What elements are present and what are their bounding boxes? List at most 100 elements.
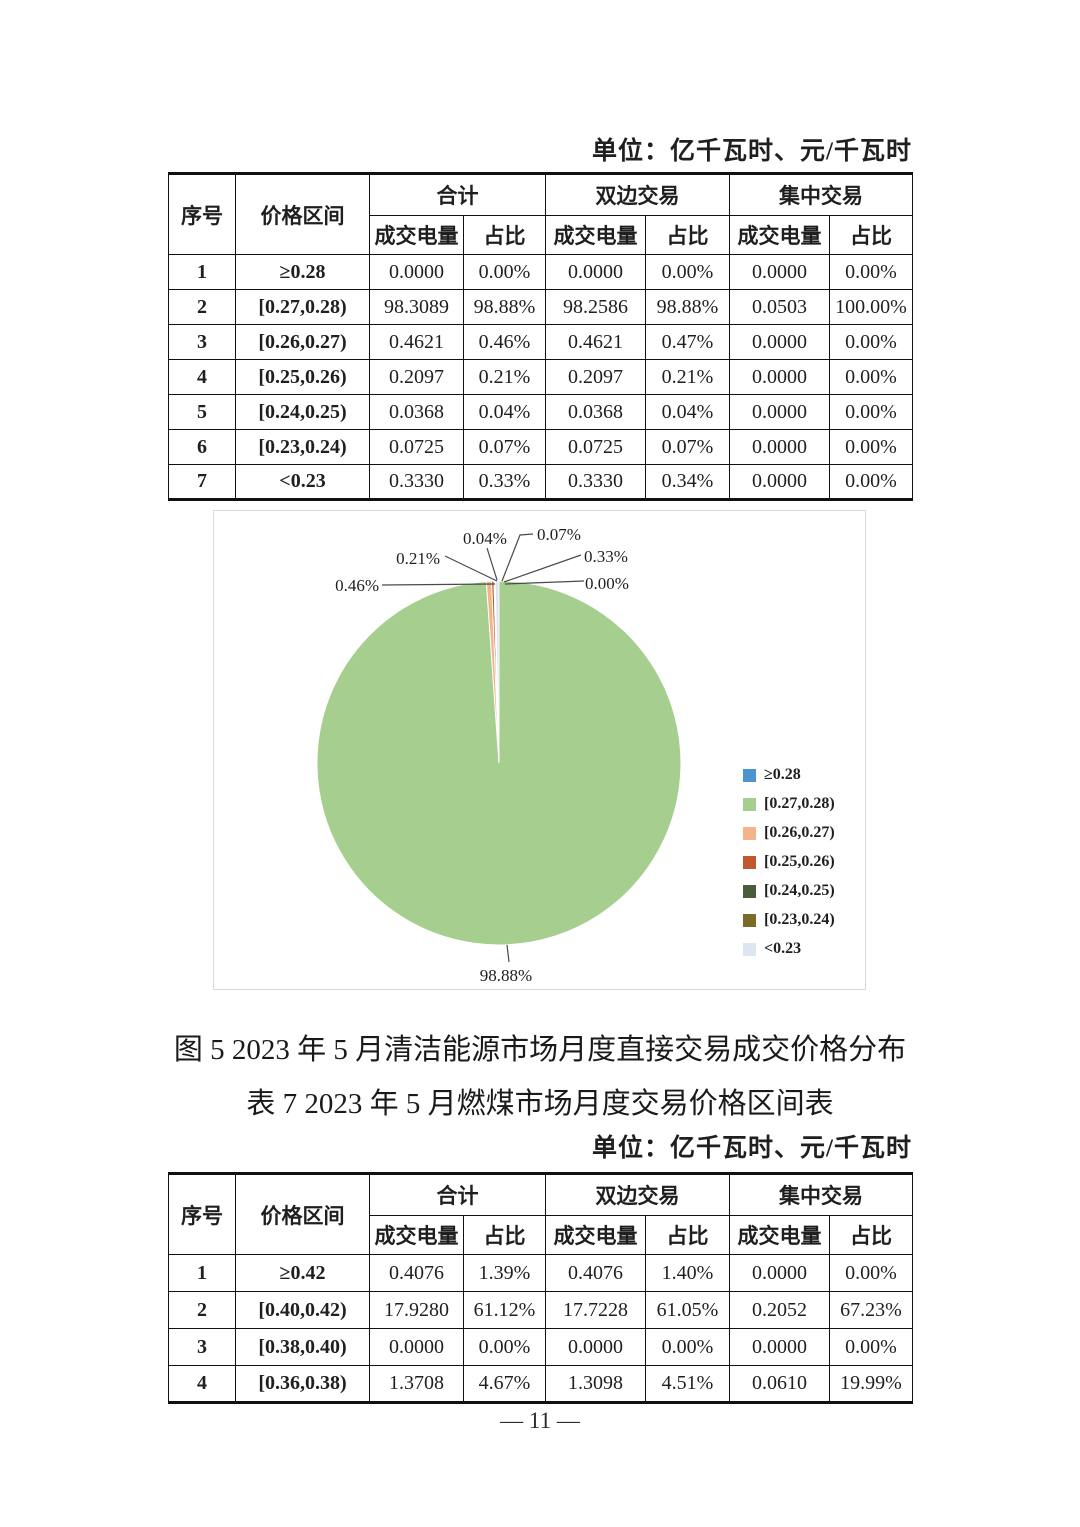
value-cell: 4.67%	[463, 1365, 546, 1403]
value-cell: 0.2097	[545, 359, 646, 395]
value-cell: 0.0503	[729, 289, 830, 325]
unit-label-2: 单位：亿千瓦时、元/千瓦时	[592, 1135, 912, 1162]
col-header-volume: 成交电量	[369, 1215, 464, 1255]
value-cell: 0.00%	[829, 324, 913, 360]
price-range-cell: [0.24,0.25)	[235, 394, 370, 430]
price-range-cell: [0.40,0.42)	[235, 1291, 370, 1329]
value-cell: 0.4621	[545, 324, 646, 360]
col-group-total: 合计	[369, 1173, 546, 1216]
table-row: 2 [0.40,0.42) 17.9280 61.12% 17.7228 61.05% 0.…	[168, 1291, 913, 1329]
legend-item-1: [0.27,0.28)	[743, 794, 835, 814]
table-row: 3 [0.26,0.27) 0.4621 0.46% 0.4621 0.47% 0.0000…	[168, 324, 913, 360]
value-cell: 0.3330	[545, 464, 646, 500]
pie-callout-line	[506, 944, 510, 963]
seq-cell: 4	[168, 359, 236, 395]
value-cell: 1.3708	[369, 1365, 464, 1403]
table-row: 4 [0.36,0.38) 1.3708 4.67% 1.3098 4.51% 0.0610…	[168, 1365, 913, 1403]
col-header-share: 占比	[645, 1215, 730, 1255]
seq-cell: 3	[168, 1328, 236, 1366]
table2-caption: 表 7 2023 年 5 月燃煤市场月度交易价格区间表	[246, 1088, 834, 1120]
price-range-cell: ≥0.28	[235, 254, 370, 290]
value-cell: 0.4076	[369, 1254, 464, 1292]
col-header-price-range: 价格区间	[235, 173, 370, 255]
pie-callout-line	[504, 580, 585, 585]
value-cell: 0.2097	[369, 359, 464, 395]
col-header-price-range: 价格区间	[235, 1173, 370, 1255]
price-range-cell: ≥0.42	[235, 1254, 370, 1292]
seq-cell: 5	[168, 394, 236, 430]
value-cell: 0.04%	[645, 394, 730, 430]
seq-cell: 1	[168, 1254, 236, 1292]
value-cell: 0.0000	[729, 324, 830, 360]
price-range-cell: [0.27,0.28)	[235, 289, 370, 325]
value-cell: 0.0000	[729, 394, 830, 430]
value-cell: 0.0000	[729, 1328, 830, 1366]
legend-swatch-icon	[743, 942, 756, 956]
seq-cell: 6	[168, 429, 236, 465]
value-cell: 100.00%	[829, 289, 913, 325]
value-cell: 67.23%	[829, 1291, 913, 1329]
table-row: 2 [0.27,0.28) 98.3089 98.88% 98.2586 98.88% 0.…	[168, 289, 913, 325]
pie-data-label: 0.46%	[335, 576, 379, 595]
value-cell: 0.00%	[829, 1254, 913, 1292]
value-cell: 0.47%	[645, 324, 730, 360]
value-cell: 0.0725	[369, 429, 464, 465]
col-header-share: 占比	[829, 215, 913, 255]
price-range-cell: [0.26,0.27)	[235, 324, 370, 360]
value-cell: 0.0000	[369, 254, 464, 290]
legend-label: [0.26,0.27)	[764, 824, 835, 841]
chart-legend: ≥0.28 [0.27,0.28) [0.26,0.27) [0.25,0.26) [0…	[743, 765, 835, 959]
value-cell: 0.00%	[463, 1328, 546, 1366]
value-cell: 98.3089	[369, 289, 464, 325]
figure-caption: 图 5 2023 年 5 月清洁能源市场月度直接交易成交价格分布	[173, 1034, 907, 1066]
value-cell: 0.00%	[463, 254, 546, 290]
value-cell: 1.40%	[645, 1254, 730, 1292]
legend-swatch-icon	[743, 884, 756, 898]
value-cell: 0.0000	[545, 254, 646, 290]
value-cell: 0.00%	[829, 254, 913, 290]
value-cell: 0.46%	[463, 324, 546, 360]
table-row: 4 [0.25,0.26) 0.2097 0.21% 0.2097 0.21% 0.0000…	[168, 359, 913, 395]
col-group-bilateral: 双边交易	[545, 173, 730, 216]
col-group-bilateral: 双边交易	[545, 1173, 730, 1216]
col-header-seq: 序号	[168, 173, 236, 255]
pie-data-label: 0.00%	[585, 574, 629, 593]
pie-callout-line	[501, 533, 534, 582]
value-cell: 0.3330	[369, 464, 464, 500]
value-cell: 0.0000	[729, 359, 830, 395]
value-cell: 0.00%	[645, 1328, 730, 1366]
pie-data-label: 0.07%	[537, 525, 581, 544]
value-cell: 0.21%	[645, 359, 730, 395]
legend-label: [0.25,0.26)	[764, 853, 835, 870]
legend-item-2: [0.26,0.27)	[743, 823, 835, 843]
col-header-share: 占比	[645, 215, 730, 255]
legend-item-6: <0.23	[743, 939, 835, 959]
table-clean-energy-price: 序号 价格区间 合计 双边交易 集中交易 成交电量 占比 成交电量 占比 成交电…	[168, 172, 913, 501]
value-cell: 0.0000	[729, 464, 830, 500]
price-range-cell: [0.36,0.38)	[235, 1365, 370, 1403]
value-cell: 17.9280	[369, 1291, 464, 1329]
legend-item-3: [0.25,0.26)	[743, 852, 835, 872]
col-header-seq: 序号	[168, 1173, 236, 1255]
value-cell: 0.2052	[729, 1291, 830, 1329]
page-number: — 11 —	[500, 1408, 580, 1433]
value-cell: 0.00%	[645, 254, 730, 290]
value-cell: 0.0000	[369, 1328, 464, 1366]
table-row: 6 [0.23,0.24) 0.0725 0.07% 0.0725 0.07% 0.0000…	[168, 429, 913, 465]
value-cell: 0.00%	[829, 1328, 913, 1366]
legend-swatch-icon	[743, 855, 756, 869]
col-group-total: 合计	[369, 173, 546, 216]
pie-data-label: 0.33%	[584, 547, 628, 566]
value-cell: 0.21%	[463, 359, 546, 395]
value-cell: 0.0725	[545, 429, 646, 465]
table-row: 1 ≥0.42 0.4076 1.39% 0.4076 1.40% 0.0000 0.00%	[168, 1254, 913, 1292]
value-cell: 0.34%	[645, 464, 730, 500]
legend-item-0: ≥0.28	[743, 765, 835, 785]
legend-swatch-icon	[743, 826, 756, 840]
value-cell: 0.0000	[729, 254, 830, 290]
value-cell: 19.99%	[829, 1365, 913, 1403]
col-header-volume: 成交电量	[369, 215, 464, 255]
value-cell: 1.3098	[545, 1365, 646, 1403]
legend-swatch-icon	[743, 768, 756, 782]
value-cell: 0.4621	[369, 324, 464, 360]
